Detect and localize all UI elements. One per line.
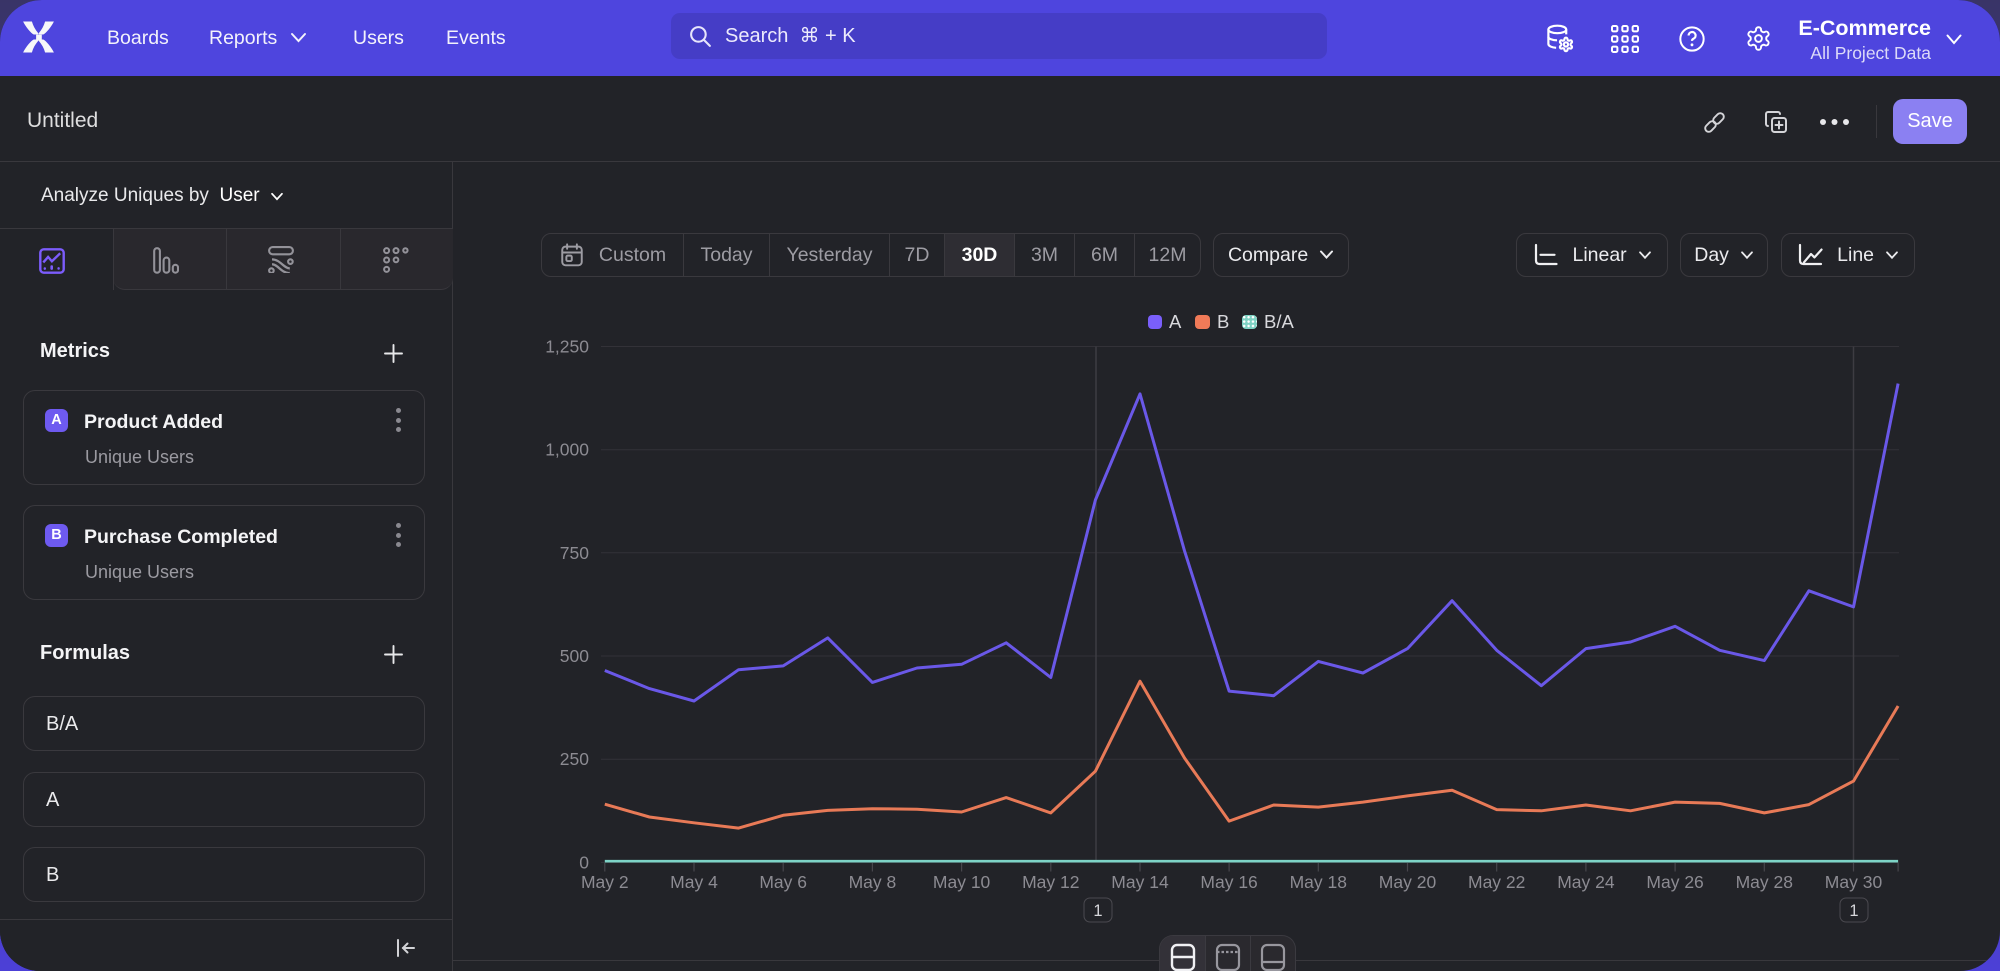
svg-text:May 14: May 14 [1111,872,1169,892]
svg-text:May 12: May 12 [1022,872,1079,892]
svg-text:May 28: May 28 [1736,872,1793,892]
svg-text:1: 1 [1849,902,1858,920]
svg-text:0: 0 [579,852,589,872]
svg-text:May 26: May 26 [1646,872,1703,892]
svg-text:May 10: May 10 [933,872,991,892]
svg-text:May 20: May 20 [1379,872,1437,892]
svg-text:May 18: May 18 [1290,872,1347,892]
svg-text:250: 250 [560,749,589,769]
svg-text:May 16: May 16 [1200,872,1257,892]
svg-text:May 6: May 6 [759,872,807,892]
svg-text:1: 1 [1093,902,1102,920]
svg-text:1,250: 1,250 [545,337,589,357]
svg-text:500: 500 [560,646,589,666]
svg-text:1,000: 1,000 [545,440,589,460]
svg-text:May 30: May 30 [1825,872,1883,892]
svg-text:May 22: May 22 [1468,872,1525,892]
svg-text:750: 750 [560,543,589,563]
svg-text:May 8: May 8 [849,872,897,892]
svg-text:May 4: May 4 [670,872,718,892]
svg-text:May 24: May 24 [1557,872,1615,892]
svg-text:May 2: May 2 [581,872,629,892]
